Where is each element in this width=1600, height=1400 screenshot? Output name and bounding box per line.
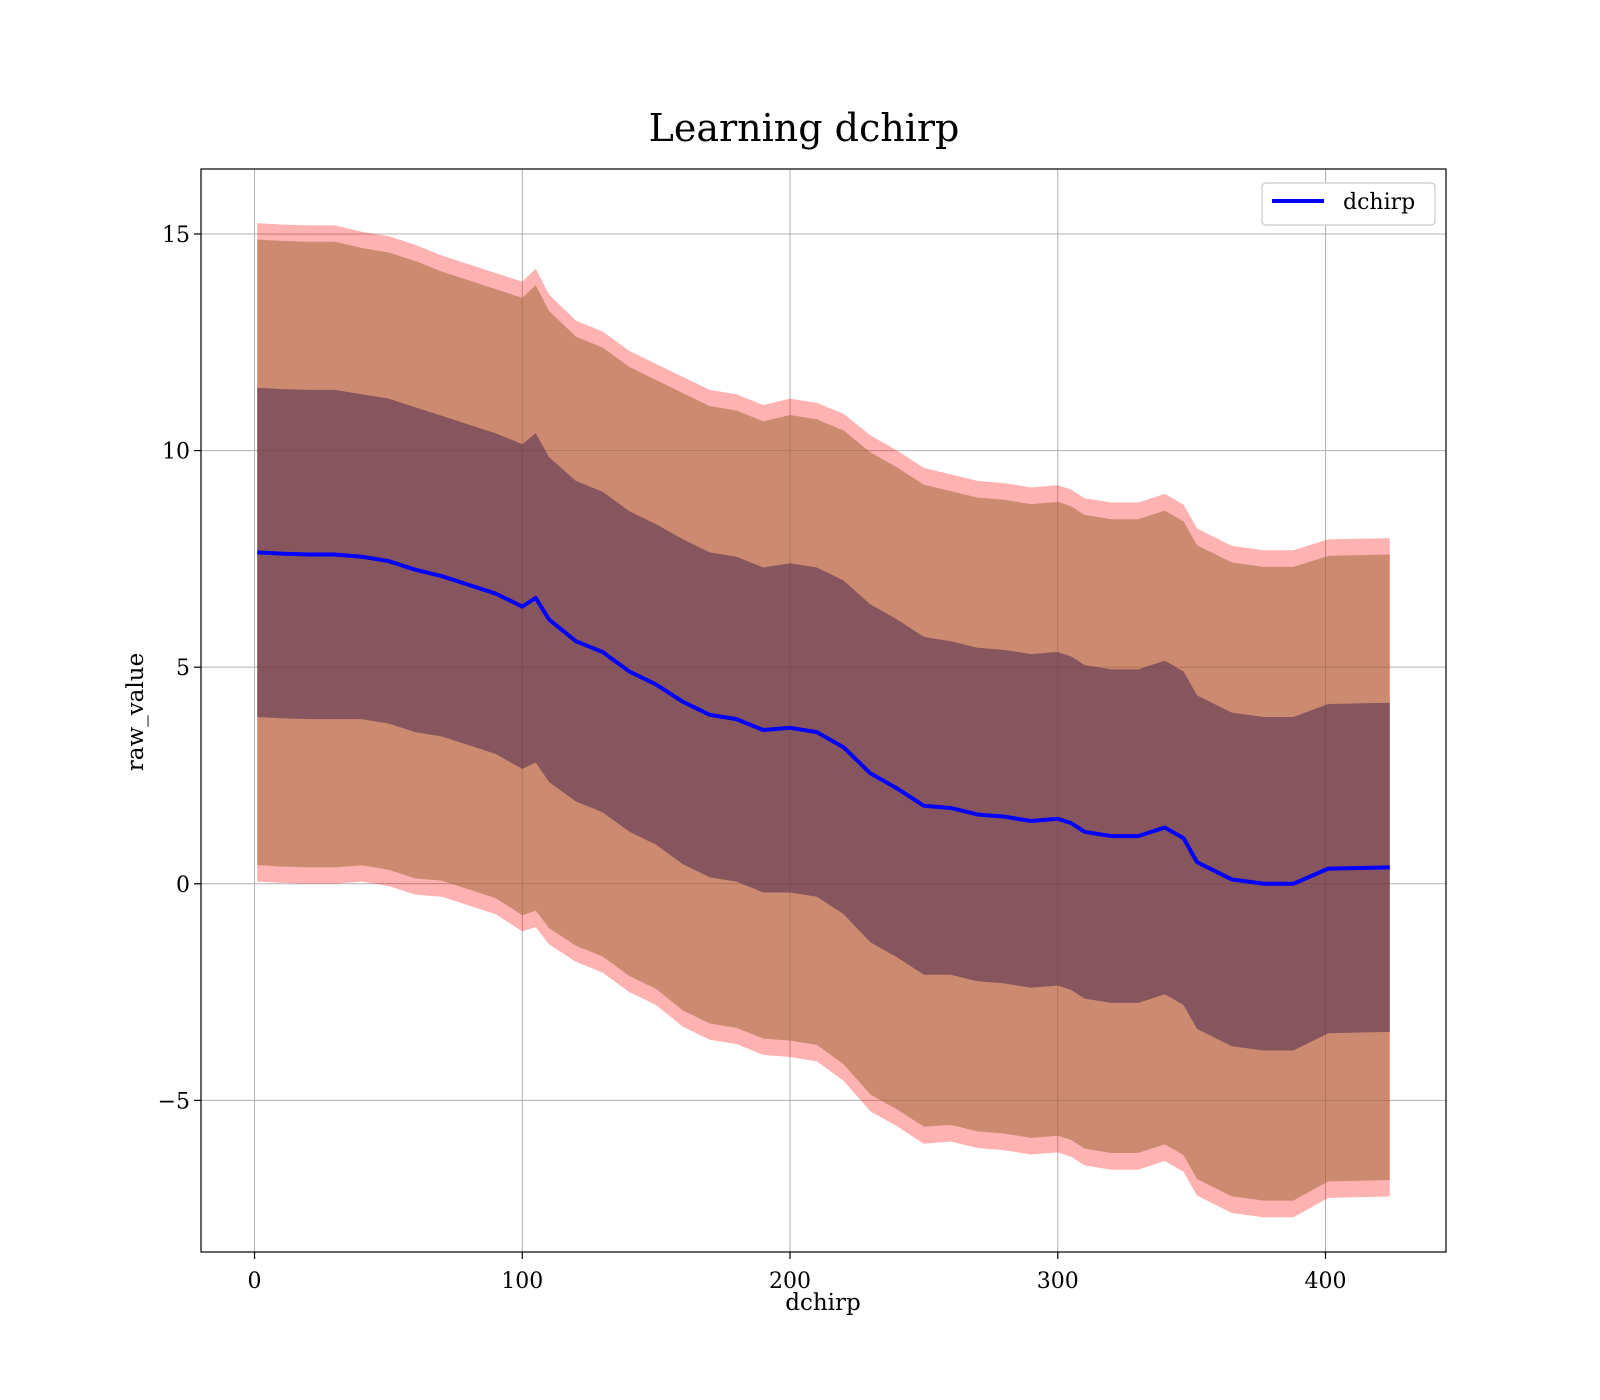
legend-label-dchirp: dchirp: [1343, 190, 1415, 215]
y-tick-label: 15: [162, 223, 190, 248]
plot-frame: [200, 168, 1447, 1253]
y-axis-ticks: −5 0 5 10 15: [158, 223, 201, 1114]
y-tick-label: −5: [158, 1089, 190, 1114]
y-tick-label: 0: [176, 873, 190, 898]
legend-box: [1261, 182, 1436, 226]
x-axis-ticks: 0 100 200 300 400: [248, 1252, 1347, 1294]
x-tick-label: 300: [1037, 1269, 1079, 1294]
y-tick-label: 10: [162, 440, 190, 465]
x-tick-label: 400: [1305, 1269, 1347, 1294]
x-tick-label: 0: [248, 1269, 262, 1294]
std-bands: [257, 223, 1390, 1218]
mean-line-group: [257, 550, 1390, 886]
x-axis-label: dchirp: [785, 1290, 861, 1316]
y-axis-label: raw_value: [123, 653, 149, 771]
x-tick-label: 200: [769, 1269, 811, 1294]
y-tick-label: 5: [176, 656, 190, 681]
x-tick-label: 100: [501, 1269, 543, 1294]
chart-title: Learning dchirp: [649, 106, 960, 150]
band-inner: [257, 387, 1390, 1051]
series-line-dchirp: [257, 550, 1390, 886]
legend: dchirp: [1261, 182, 1436, 226]
